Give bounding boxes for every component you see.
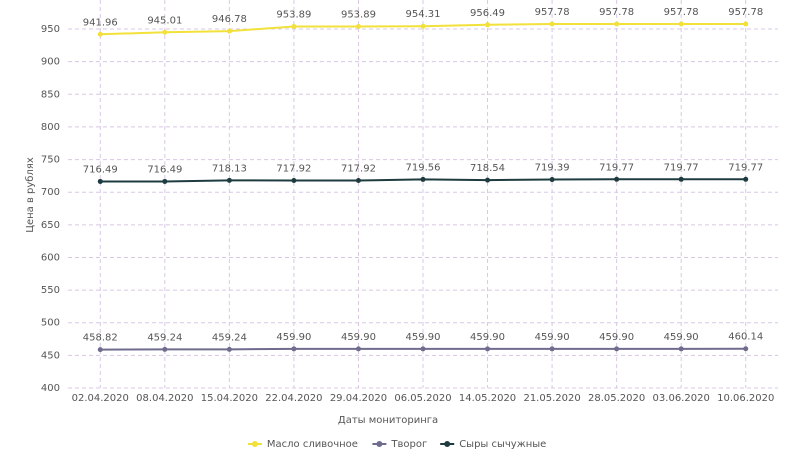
x-tick-label: 22.04.2020	[265, 393, 322, 404]
y-tick-label: 900	[41, 57, 60, 68]
point	[485, 177, 491, 183]
data-label: 945.01	[147, 15, 182, 26]
data-label: 946.78	[212, 14, 247, 25]
y-tick-label: 600	[41, 252, 60, 263]
x-tick-label: 03.06.2020	[653, 393, 710, 404]
x-tick-label: 06.05.2020	[394, 393, 451, 404]
point	[614, 346, 620, 352]
point	[97, 178, 103, 184]
data-label: 459.90	[341, 332, 376, 343]
data-label: 717.92	[341, 164, 376, 175]
data-label: 941.96	[83, 17, 118, 28]
data-label: 953.89	[276, 9, 311, 20]
data-label: 717.92	[276, 164, 311, 175]
legend-swatch-dot	[251, 441, 258, 447]
data-label: 459.90	[664, 332, 699, 343]
y-tick-label: 800	[41, 122, 60, 133]
point	[549, 177, 555, 183]
point	[743, 346, 749, 352]
point	[420, 23, 426, 29]
data-label: 458.82	[83, 333, 118, 344]
x-tick-label: 02.04.2020	[72, 393, 129, 404]
point	[355, 346, 361, 352]
point	[743, 21, 749, 27]
legend-label: Творог	[390, 439, 427, 449]
point	[226, 28, 232, 34]
x-tick-label: 15.04.2020	[201, 393, 258, 404]
data-label: 716.49	[83, 164, 118, 175]
point	[420, 346, 426, 352]
legend-label: Масло сливочное	[267, 439, 358, 449]
data-label: 459.90	[535, 332, 570, 343]
x-tick-label: 21.05.2020	[523, 393, 580, 404]
x-tick-label: 10.06.2020	[717, 393, 774, 404]
x-tick-label: 08.04.2020	[136, 393, 193, 404]
point	[162, 178, 168, 184]
point	[485, 346, 491, 352]
data-label: 956.49	[470, 8, 505, 19]
point	[678, 176, 684, 182]
data-label: 716.49	[147, 164, 182, 175]
legend-swatch-dot	[444, 441, 451, 447]
y-tick-label: 750	[41, 155, 60, 166]
data-label: 459.90	[599, 332, 634, 343]
data-label: 719.77	[664, 162, 699, 173]
y-tick-label: 400	[41, 383, 60, 394]
y-tick-label: 500	[41, 318, 60, 329]
data-label: 957.78	[664, 7, 699, 18]
point	[549, 21, 555, 27]
point	[549, 346, 555, 352]
point	[226, 177, 232, 183]
y-tick-label: 650	[41, 220, 60, 231]
y-tick-label: 850	[41, 89, 60, 100]
data-label: 459.90	[276, 332, 311, 343]
point	[420, 176, 426, 182]
y-axis-title: Цена в рублях	[25, 157, 36, 233]
point	[291, 346, 297, 352]
point	[97, 31, 103, 37]
data-label: 718.13	[212, 163, 247, 174]
point	[614, 21, 620, 27]
point	[678, 21, 684, 27]
data-label: 719.77	[728, 162, 763, 173]
data-label: 957.78	[728, 7, 763, 18]
point	[614, 176, 620, 182]
data-label: 459.90	[406, 332, 441, 343]
point	[485, 22, 491, 28]
y-tick-label: 550	[41, 285, 60, 296]
data-label: 718.54	[470, 163, 505, 174]
legend-swatch-dot	[376, 441, 383, 447]
data-label: 459.24	[212, 332, 247, 343]
point	[678, 346, 684, 352]
data-label: 460.14	[728, 332, 763, 343]
x-tick-label: 28.05.2020	[588, 393, 645, 404]
y-tick-label: 450	[41, 350, 60, 361]
point	[291, 178, 297, 184]
data-label: 719.77	[599, 162, 634, 173]
data-label: 953.89	[341, 9, 376, 20]
point	[226, 346, 232, 352]
x-tick-label: 29.04.2020	[330, 393, 387, 404]
data-label: 954.31	[406, 9, 441, 20]
point	[162, 346, 168, 352]
point	[743, 176, 749, 182]
data-label: 719.56	[406, 162, 441, 173]
data-label: 459.90	[470, 332, 505, 343]
legend-label: Сыры сычужные	[459, 439, 546, 449]
point	[355, 23, 361, 29]
point	[97, 347, 103, 353]
data-label: 957.78	[535, 7, 570, 18]
x-axis-title: Даты мониторинга	[338, 415, 438, 426]
data-label: 719.39	[535, 163, 570, 174]
point	[291, 23, 297, 29]
data-label: 459.24	[147, 332, 182, 343]
y-tick-label: 950	[41, 24, 60, 35]
x-tick-label: 14.05.2020	[459, 393, 516, 404]
point	[355, 178, 361, 184]
data-label: 957.78	[599, 7, 634, 18]
y-tick-label: 700	[41, 187, 60, 198]
point	[162, 29, 168, 35]
